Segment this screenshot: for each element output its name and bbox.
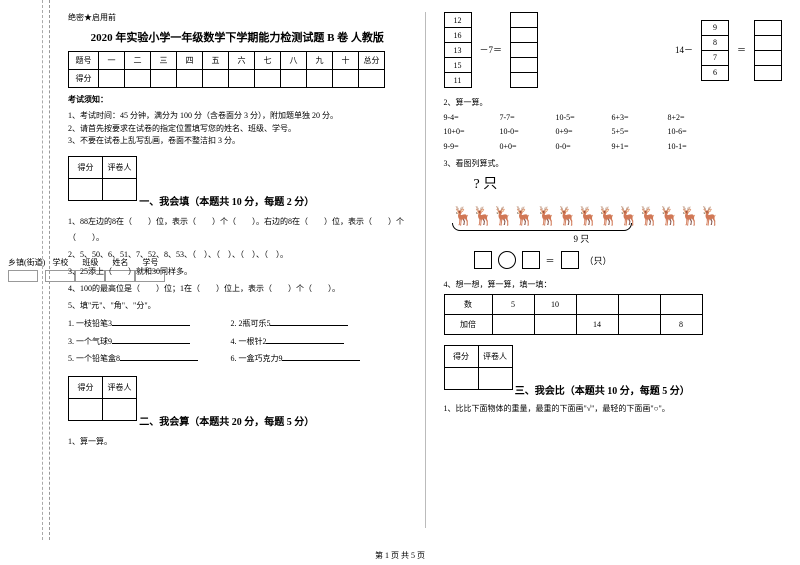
section-1-heading: 一、我会填（本题共 10 分，每题 2 分） xyxy=(139,193,314,208)
exam-notice: 考试须知： 1、考试时间：45 分钟，满分为 100 分（含卷面分 3 分），附… xyxy=(68,94,407,148)
score-summary-table: 题号一二三四五六七八九十总分 得分 xyxy=(68,51,385,88)
section-3-heading: 三、我会比（本题共 10 分，每题 5 分） xyxy=(515,382,690,397)
question: 1、比比下面物体的重量，最重的下面画"√"，最轻的下面画"○"。 xyxy=(444,403,783,414)
page-footer: 第 1 页 共 5 页 xyxy=(0,550,800,561)
deer-figure: ? 只 🦌🦌🦌🦌 🦌🦌🦌🦌🦌🦌🦌🦌🦌 9 只 xyxy=(444,175,783,245)
equation-shapes: ＝ （只） xyxy=(474,251,783,269)
spine-label: 乡镇(街道) xyxy=(8,258,45,282)
secrecy-tag: 绝密★启用前 xyxy=(68,12,407,23)
question: 3、看图列算式。 xyxy=(444,158,783,169)
question: 1、算一算。 xyxy=(68,434,407,450)
section-1-questions: 1、88左边的8在（ ）位，表示（ ）个（ ）。右边的8在（ ）位，表示（ ）个… xyxy=(68,214,407,368)
grader-box: 得分评卷人 xyxy=(68,156,137,201)
question: 2、算一算。 xyxy=(444,97,783,108)
doubling-table: 数510 加倍148 xyxy=(444,294,703,335)
grader-box: 得分评卷人 xyxy=(68,376,137,421)
arithmetic-grid: 9-4=7-7=10-5=6+3=8+2= 10+0=10-0=0+9=5+5=… xyxy=(444,111,783,154)
grader-box: 得分评卷人 xyxy=(444,345,513,390)
column-subtraction: 12 16 13 15 11 －7＝ 14－ 9 8 7 6 ＝ xyxy=(444,12,783,87)
left-column: 绝密★启用前 2020 年实验小学一年级数学下学期能力检测试题 B 卷 人教版 … xyxy=(50,0,425,540)
binding-spine: 学号 姓名 班级 学校 乡镇(街道) xyxy=(0,0,50,540)
right-column: 12 16 13 15 11 －7＝ 14－ 9 8 7 6 ＝ 2 xyxy=(426,0,800,540)
exam-title: 2020 年实验小学一年级数学下学期能力检测试题 B 卷 人教版 xyxy=(68,29,407,45)
question: 4、想一想，算一算，填一填： xyxy=(444,279,783,290)
question-mark-icon: ? 只 xyxy=(474,173,498,193)
section-2-heading: 二、我会算（本题共 20 分，每题 5 分） xyxy=(139,413,314,428)
